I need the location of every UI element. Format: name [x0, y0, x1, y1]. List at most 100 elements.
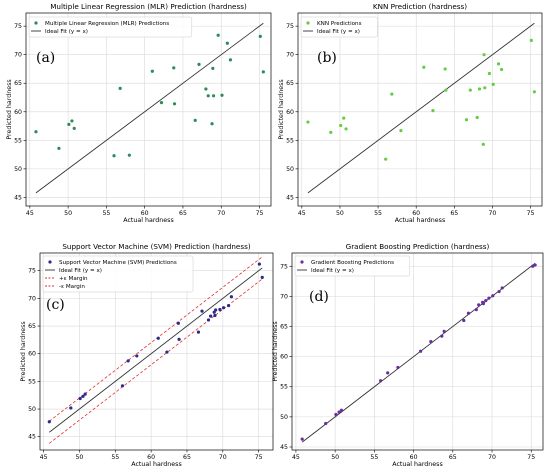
legend-label: -ε Margin — [59, 284, 85, 290]
data-point — [57, 146, 61, 150]
data-point — [444, 88, 448, 92]
y-tick-label: 65 — [280, 323, 288, 330]
data-point — [159, 101, 164, 105]
data-point — [399, 129, 403, 133]
data-point — [206, 94, 210, 98]
data-point — [156, 336, 160, 340]
data-point — [491, 82, 495, 86]
chart-panel-b: 45 50 55 60 65 70 75 45 50 55 60 65 70 75 KNN Predicti… — [278, 2, 543, 224]
data-point — [226, 303, 231, 308]
data-point — [135, 354, 139, 358]
data-point — [193, 118, 197, 122]
y-tick-label: 45 — [286, 194, 294, 201]
data-point — [477, 303, 481, 307]
x-axis-label: Actual hardness — [395, 217, 445, 224]
y-tick-label: 70 — [14, 52, 22, 59]
data-point — [258, 34, 262, 39]
y-tick-label: 75 — [280, 263, 288, 270]
legend-label: KNN Predictions — [317, 21, 362, 27]
y-tick-label: 75 — [28, 268, 36, 275]
y-axis-label: Predicted hardness — [278, 79, 285, 139]
data-point — [126, 359, 130, 363]
x-tick-label: 75 — [255, 454, 263, 461]
legend: Support Vector Machine (SVM) Predictions… — [42, 255, 194, 293]
y-tick-label: 50 — [14, 166, 22, 173]
chart-title: KNN Prediction (hardness) — [373, 2, 467, 11]
data-point — [344, 127, 348, 131]
legend-label: Ideal Fit (y = x) — [317, 29, 360, 35]
legend-box — [42, 255, 194, 293]
series-line-1 — [49, 267, 263, 433]
y-tick-label: 70 — [286, 52, 294, 59]
data-point — [533, 263, 537, 267]
chart-title: Gradient Boosting Prediction (hardness) — [346, 242, 490, 251]
data-point — [475, 115, 479, 120]
data-point — [216, 33, 220, 37]
data-point — [213, 313, 217, 318]
data-point — [214, 308, 218, 312]
data-point — [165, 350, 169, 354]
series-line-1 — [307, 22, 535, 194]
data-point — [225, 41, 229, 45]
data-point — [379, 379, 383, 383]
x-tick-label: 75 — [256, 210, 264, 217]
plot-area — [26, 13, 271, 206]
x-tick-label: 45 — [40, 454, 48, 461]
y-tick-label: 75 — [14, 23, 22, 30]
data-point — [47, 420, 51, 424]
data-point — [497, 289, 501, 294]
x-tick-label: 55 — [374, 210, 382, 217]
y-tick-label: 75 — [286, 23, 294, 30]
data-point — [422, 65, 426, 69]
y-tick-label: 60 — [280, 354, 288, 361]
x-axis-label: Actual hardness — [392, 461, 442, 466]
data-point — [384, 157, 388, 161]
data-point — [257, 262, 261, 266]
data-point — [496, 62, 501, 66]
data-point — [206, 318, 211, 322]
data-point — [440, 334, 444, 338]
x-tick-label: 60 — [412, 210, 420, 217]
data-point — [531, 264, 535, 268]
y-tick-label: 70 — [28, 295, 36, 302]
data-point — [261, 70, 265, 74]
data-point — [487, 296, 491, 300]
data-point — [324, 421, 328, 426]
legend-label: Ideal Fit (y = x) — [45, 29, 88, 35]
data-point — [532, 90, 536, 94]
data-point — [329, 130, 333, 134]
x-tick-label: 45 — [26, 210, 34, 217]
legend-box — [300, 16, 378, 38]
y-tick-label: 50 — [280, 414, 288, 421]
y-tick-label: 70 — [280, 293, 288, 300]
x-tick-label: 60 — [141, 210, 149, 217]
data-point — [210, 122, 214, 126]
data-point — [34, 130, 38, 134]
y-tick-label: 55 — [28, 378, 36, 385]
legend-box — [294, 255, 411, 277]
data-point — [468, 88, 472, 92]
data-point — [172, 66, 176, 70]
data-point — [477, 87, 482, 91]
panel-label: (c) — [46, 297, 65, 313]
x-tick-label: 70 — [488, 454, 496, 461]
data-point — [83, 392, 87, 396]
data-point — [196, 330, 201, 334]
data-point — [500, 286, 504, 290]
x-axis-label: Actual hardness — [123, 217, 173, 224]
data-point — [442, 329, 446, 333]
data-point — [487, 71, 491, 76]
data-point — [484, 298, 488, 303]
data-point — [300, 437, 304, 441]
y-tick-label: 55 — [286, 137, 294, 144]
plot-frame — [25, 12, 272, 207]
legend-label: Support Vector Machine (SVM) Predictions — [59, 260, 177, 266]
x-axis-label: Actual hardness — [131, 461, 181, 466]
data-point — [339, 408, 344, 412]
chart-panel-c: 45 50 55 60 65 70 75 45 50 55 60 65 70 75 Support Vect… — [20, 242, 274, 466]
x-tick-label: 65 — [179, 210, 187, 217]
data-point — [209, 314, 213, 318]
x-tick-label: 60 — [147, 454, 155, 461]
legend: Gradient Boosting Predictions Ideal Fit (… — [294, 255, 411, 277]
